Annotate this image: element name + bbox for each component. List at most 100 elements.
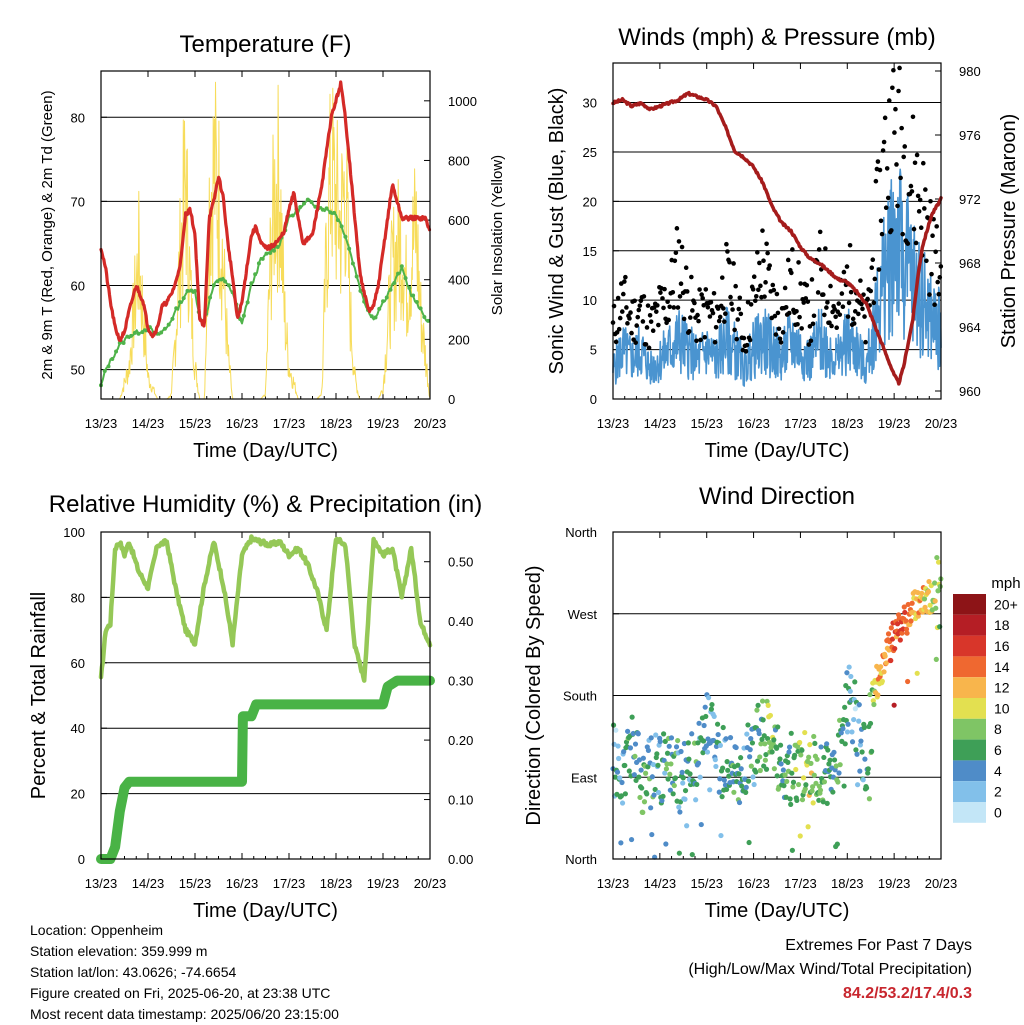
- gust-point: [767, 263, 772, 268]
- direction-point: [757, 754, 763, 760]
- direction-point: [777, 742, 784, 748]
- direction-point: [810, 784, 816, 790]
- direction-point: [881, 669, 887, 675]
- gust-point: [930, 233, 935, 239]
- humidity-ytick-label: 80: [71, 590, 85, 605]
- humidity-ytick-label: 0: [78, 852, 85, 867]
- direction-point: [921, 596, 928, 602]
- direction-point: [902, 609, 908, 616]
- direction-point: [721, 777, 727, 783]
- direction-point: [818, 744, 824, 750]
- direction-point: [793, 766, 799, 773]
- legend-swatch: [953, 656, 986, 678]
- gust-point: [629, 330, 634, 336]
- station-location: Location: Oppenheim: [30, 922, 164, 938]
- gust-point: [917, 197, 923, 203]
- direction-point: [676, 804, 682, 810]
- direction-point: [861, 724, 867, 731]
- winds-ytick-label: 20: [583, 194, 597, 209]
- dewpoint-point: [320, 207, 325, 212]
- direction-point: [825, 747, 831, 753]
- gust-point: [915, 193, 921, 199]
- direction-ytick-label: West: [568, 607, 598, 622]
- direction-point: [694, 781, 700, 788]
- direction-point: [677, 809, 683, 815]
- gust-point: [675, 305, 681, 310]
- gust-point: [878, 218, 884, 224]
- humidity-y2tick-label: 0.40: [448, 614, 473, 629]
- direction-point: [801, 775, 807, 781]
- gust-point: [633, 340, 638, 345]
- direction-point: [777, 756, 783, 762]
- direction-point: [738, 755, 744, 761]
- direction-point: [787, 796, 793, 802]
- gust-point: [923, 187, 928, 192]
- gust-point: [928, 198, 933, 204]
- direction-point: [925, 589, 932, 595]
- direction-point: [638, 767, 644, 773]
- direction-point: [901, 604, 907, 610]
- direction-point: [834, 841, 840, 847]
- winds-title: Winds (mph) & Pressure (mb): [618, 24, 935, 51]
- temperature-xtick-label: 16/23: [226, 416, 259, 431]
- winds-y2label: Station Pressure (Maroon): [998, 114, 1020, 349]
- temperature-xlabel: Time (Day/UTC): [193, 440, 338, 462]
- direction-point: [711, 713, 717, 720]
- direction-point: [746, 839, 752, 846]
- humidity-xtick-label: 17/23: [273, 876, 306, 891]
- direction-point: [640, 809, 646, 816]
- direction-point: [736, 799, 743, 806]
- direction-point: [696, 720, 702, 726]
- gust-point: [825, 300, 830, 305]
- gust-point: [689, 274, 694, 280]
- direction-point: [854, 751, 860, 757]
- gust-point: [673, 250, 679, 256]
- gust-point: [844, 264, 850, 269]
- direction-point: [889, 636, 896, 642]
- direction-point: [684, 823, 690, 829]
- gust-point: [795, 321, 800, 327]
- direction-point: [714, 721, 721, 727]
- gust-point: [710, 310, 716, 316]
- gust-point: [751, 274, 757, 279]
- dewpoint-point: [271, 248, 276, 253]
- direction-point: [666, 743, 672, 749]
- gust-point: [894, 162, 899, 167]
- humidity-xtick-label: 15/23: [179, 876, 212, 891]
- direction-point: [738, 766, 744, 772]
- direction-point: [724, 759, 730, 765]
- gust-point: [886, 98, 892, 103]
- total-rainfall-series: [96, 675, 435, 864]
- legend-label: 12: [994, 680, 1010, 696]
- temperature-xtick-label: 13/23: [85, 416, 118, 431]
- direction-point: [668, 735, 675, 741]
- direction-point: [897, 637, 903, 643]
- direction-point: [717, 776, 723, 782]
- gust-point: [916, 209, 922, 214]
- dewpoint-point: [411, 293, 416, 298]
- direction-point: [853, 747, 859, 753]
- temperature-series: [99, 80, 432, 342]
- direction-point: [851, 716, 857, 723]
- humidity-xtick-label: 16/23: [226, 876, 259, 891]
- station-elevation: Station elevation: 359.999 m: [30, 943, 208, 959]
- direction-point: [707, 787, 713, 793]
- temperature-y2label: Solar Insolation (Yellow): [489, 155, 506, 315]
- gust-point: [660, 296, 665, 301]
- dewpoint-point: [377, 306, 382, 311]
- direction-title: Wind Direction: [699, 483, 855, 510]
- gust-point: [750, 287, 756, 292]
- gust-point: [910, 114, 916, 120]
- direction-point: [771, 766, 777, 772]
- winds-ytick-label: 10: [583, 293, 597, 308]
- legend-label: 16: [994, 638, 1010, 654]
- figure-created: Figure created on Fri, 2025-06-20, at 23…: [30, 985, 331, 1001]
- gust-point: [665, 299, 670, 305]
- direction-point: [701, 722, 707, 729]
- gust-point: [914, 152, 920, 158]
- direction-plot-border: [612, 531, 942, 860]
- gust-point: [730, 307, 735, 312]
- gust-point: [619, 309, 625, 314]
- direction-point: [837, 717, 843, 723]
- direction-point: [677, 799, 684, 805]
